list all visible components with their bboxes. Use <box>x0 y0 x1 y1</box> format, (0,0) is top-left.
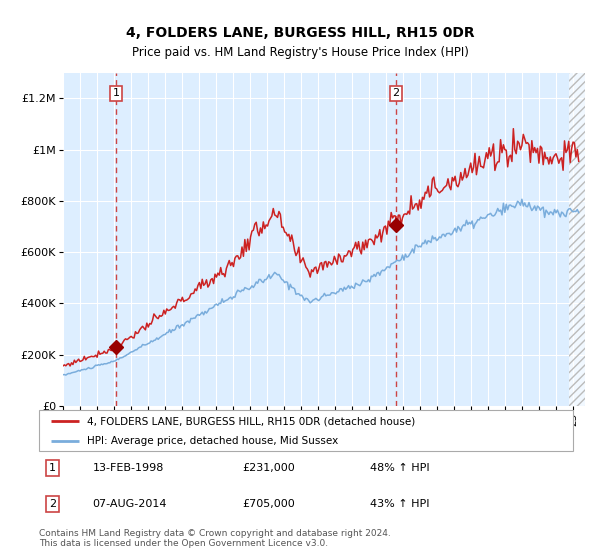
Text: 48% ↑ HPI: 48% ↑ HPI <box>370 463 430 473</box>
Text: 2: 2 <box>49 499 56 509</box>
FancyBboxPatch shape <box>39 410 573 451</box>
Text: 2: 2 <box>392 88 400 99</box>
Text: £705,000: £705,000 <box>242 499 295 509</box>
Text: 4, FOLDERS LANE, BURGESS HILL, RH15 0DR: 4, FOLDERS LANE, BURGESS HILL, RH15 0DR <box>125 26 475 40</box>
Text: Price paid vs. HM Land Registry's House Price Index (HPI): Price paid vs. HM Land Registry's House … <box>131 46 469 59</box>
Bar <box>569 73 585 406</box>
Text: 4, FOLDERS LANE, BURGESS HILL, RH15 0DR (detached house): 4, FOLDERS LANE, BURGESS HILL, RH15 0DR … <box>87 417 415 426</box>
Text: HPI: Average price, detached house, Mid Sussex: HPI: Average price, detached house, Mid … <box>87 436 338 446</box>
Text: £231,000: £231,000 <box>242 463 295 473</box>
Text: 1: 1 <box>113 88 119 99</box>
Bar <box>569 73 585 406</box>
Text: 07-AUG-2014: 07-AUG-2014 <box>92 499 167 509</box>
Text: 1: 1 <box>49 463 56 473</box>
Text: Contains HM Land Registry data © Crown copyright and database right 2024.
This d: Contains HM Land Registry data © Crown c… <box>39 529 391 548</box>
Text: 13-FEB-1998: 13-FEB-1998 <box>92 463 164 473</box>
Text: 43% ↑ HPI: 43% ↑ HPI <box>370 499 430 509</box>
